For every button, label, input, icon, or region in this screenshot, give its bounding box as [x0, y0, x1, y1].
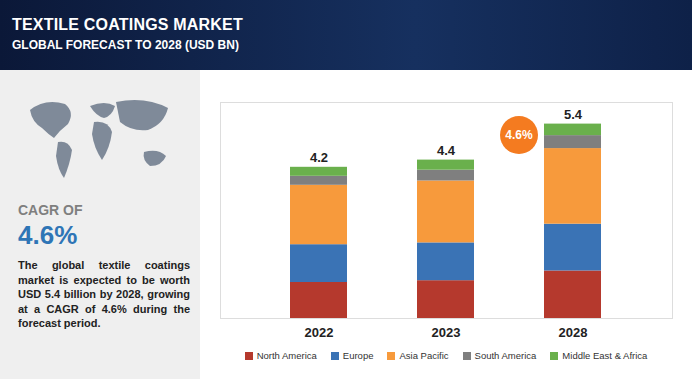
html-text:GLOBAL FORECAST TO 2028 (USD B: GLOBAL FORECAST TO 2028 (USD BN) — [12, 38, 239, 52]
html-text:Middle East & Africa: Middle East & Africa — [562, 350, 648, 361]
svg-text:4.2: 4.2 — [310, 150, 328, 165]
html-text:North America: North America — [256, 350, 317, 361]
html-text:TEXTILE COATINGS MARKET: TEXTILE COATINGS MARKET — [12, 16, 243, 33]
svg-text:2028: 2028 — [559, 325, 588, 340]
svg-text:2022: 2022 — [305, 325, 334, 340]
svg-text:2023: 2023 — [432, 325, 461, 340]
svg-text:5.4: 5.4 — [564, 107, 583, 122]
html-text:4.6%: 4.6% — [18, 220, 78, 250]
html-text:CAGR OF: CAGR OF — [18, 202, 83, 218]
html-text:4.6%: 4.6% — [505, 127, 533, 142]
html-text:Europe: Europe — [342, 350, 374, 361]
html-text:Asia Pacific: Asia Pacific — [399, 350, 449, 361]
html-text:South America: South America — [474, 350, 537, 361]
svg-text:4.4: 4.4 — [437, 143, 456, 158]
html-text:The global textile coatings ma: The global textile coatings market is ex… — [18, 259, 190, 329]
